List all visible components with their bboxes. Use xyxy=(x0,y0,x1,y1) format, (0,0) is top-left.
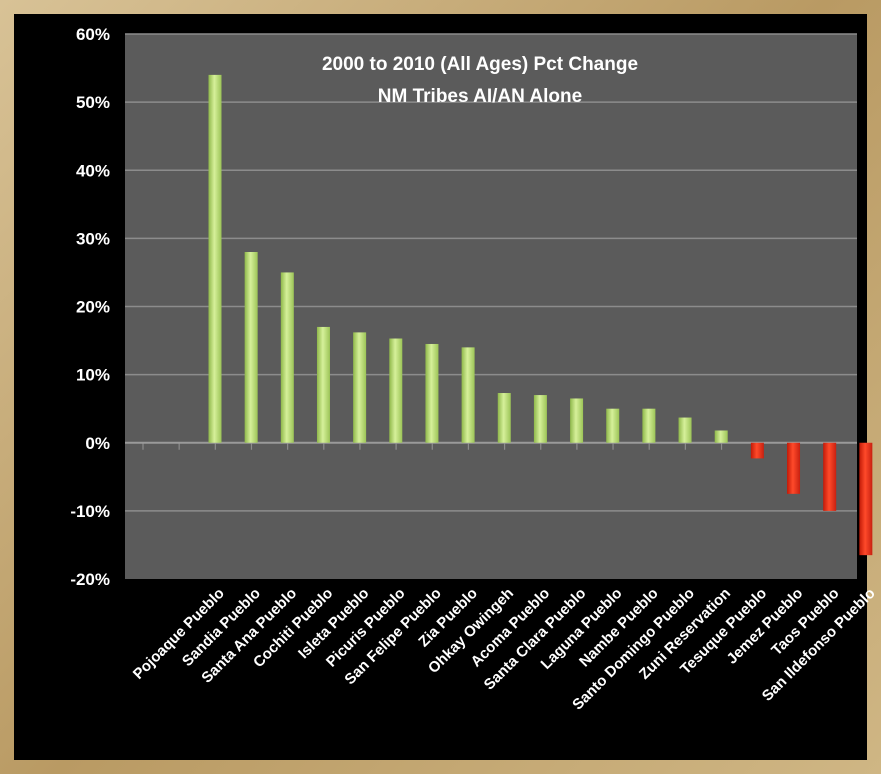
bar-laguna-pueblo xyxy=(606,408,620,443)
y-tick-label: 40% xyxy=(76,161,110,180)
bar-santo-domingo-pueblo xyxy=(678,417,692,443)
chart-subtitle: NM Tribes AI/AN Alone xyxy=(378,86,582,107)
y-tick-label: 50% xyxy=(76,93,110,112)
bar-sandia-pueblo xyxy=(244,252,258,443)
chart-title: 2000 to 2010 (All Ages) Pct Change xyxy=(322,54,638,75)
y-tick-label: 10% xyxy=(76,366,110,385)
bar-acoma-pueblo xyxy=(533,395,547,443)
bar-pojoaque-pueblo xyxy=(208,74,222,443)
y-tick-label: 30% xyxy=(76,229,110,248)
bar-santa-ana-pueblo xyxy=(280,272,294,443)
bar-tesuque-pueblo xyxy=(750,442,764,459)
y-tick-label: 0% xyxy=(85,434,110,453)
bar-santa-clara-pueblo xyxy=(570,398,584,443)
bar-san-felipe-pueblo xyxy=(425,343,439,443)
y-tick-label: 60% xyxy=(76,25,110,44)
bar-zuni-reservation xyxy=(714,430,728,443)
bar-san-ildefonso-pueblo xyxy=(859,442,873,556)
bar-jemez-pueblo xyxy=(787,442,801,494)
bar-taos-pueblo xyxy=(823,442,837,511)
y-tick-label: -10% xyxy=(70,502,110,521)
bar-isleta-pueblo xyxy=(353,332,367,443)
bar-picuris-pueblo xyxy=(389,338,403,443)
bar-nambe-pueblo xyxy=(642,408,656,443)
bar-cochiti-pueblo xyxy=(316,326,330,443)
bar-ohkay-owingeh xyxy=(497,393,511,443)
y-tick-label: -20% xyxy=(70,570,110,589)
bar-zia-pueblo xyxy=(461,347,475,443)
y-tick-label: 20% xyxy=(76,298,110,317)
